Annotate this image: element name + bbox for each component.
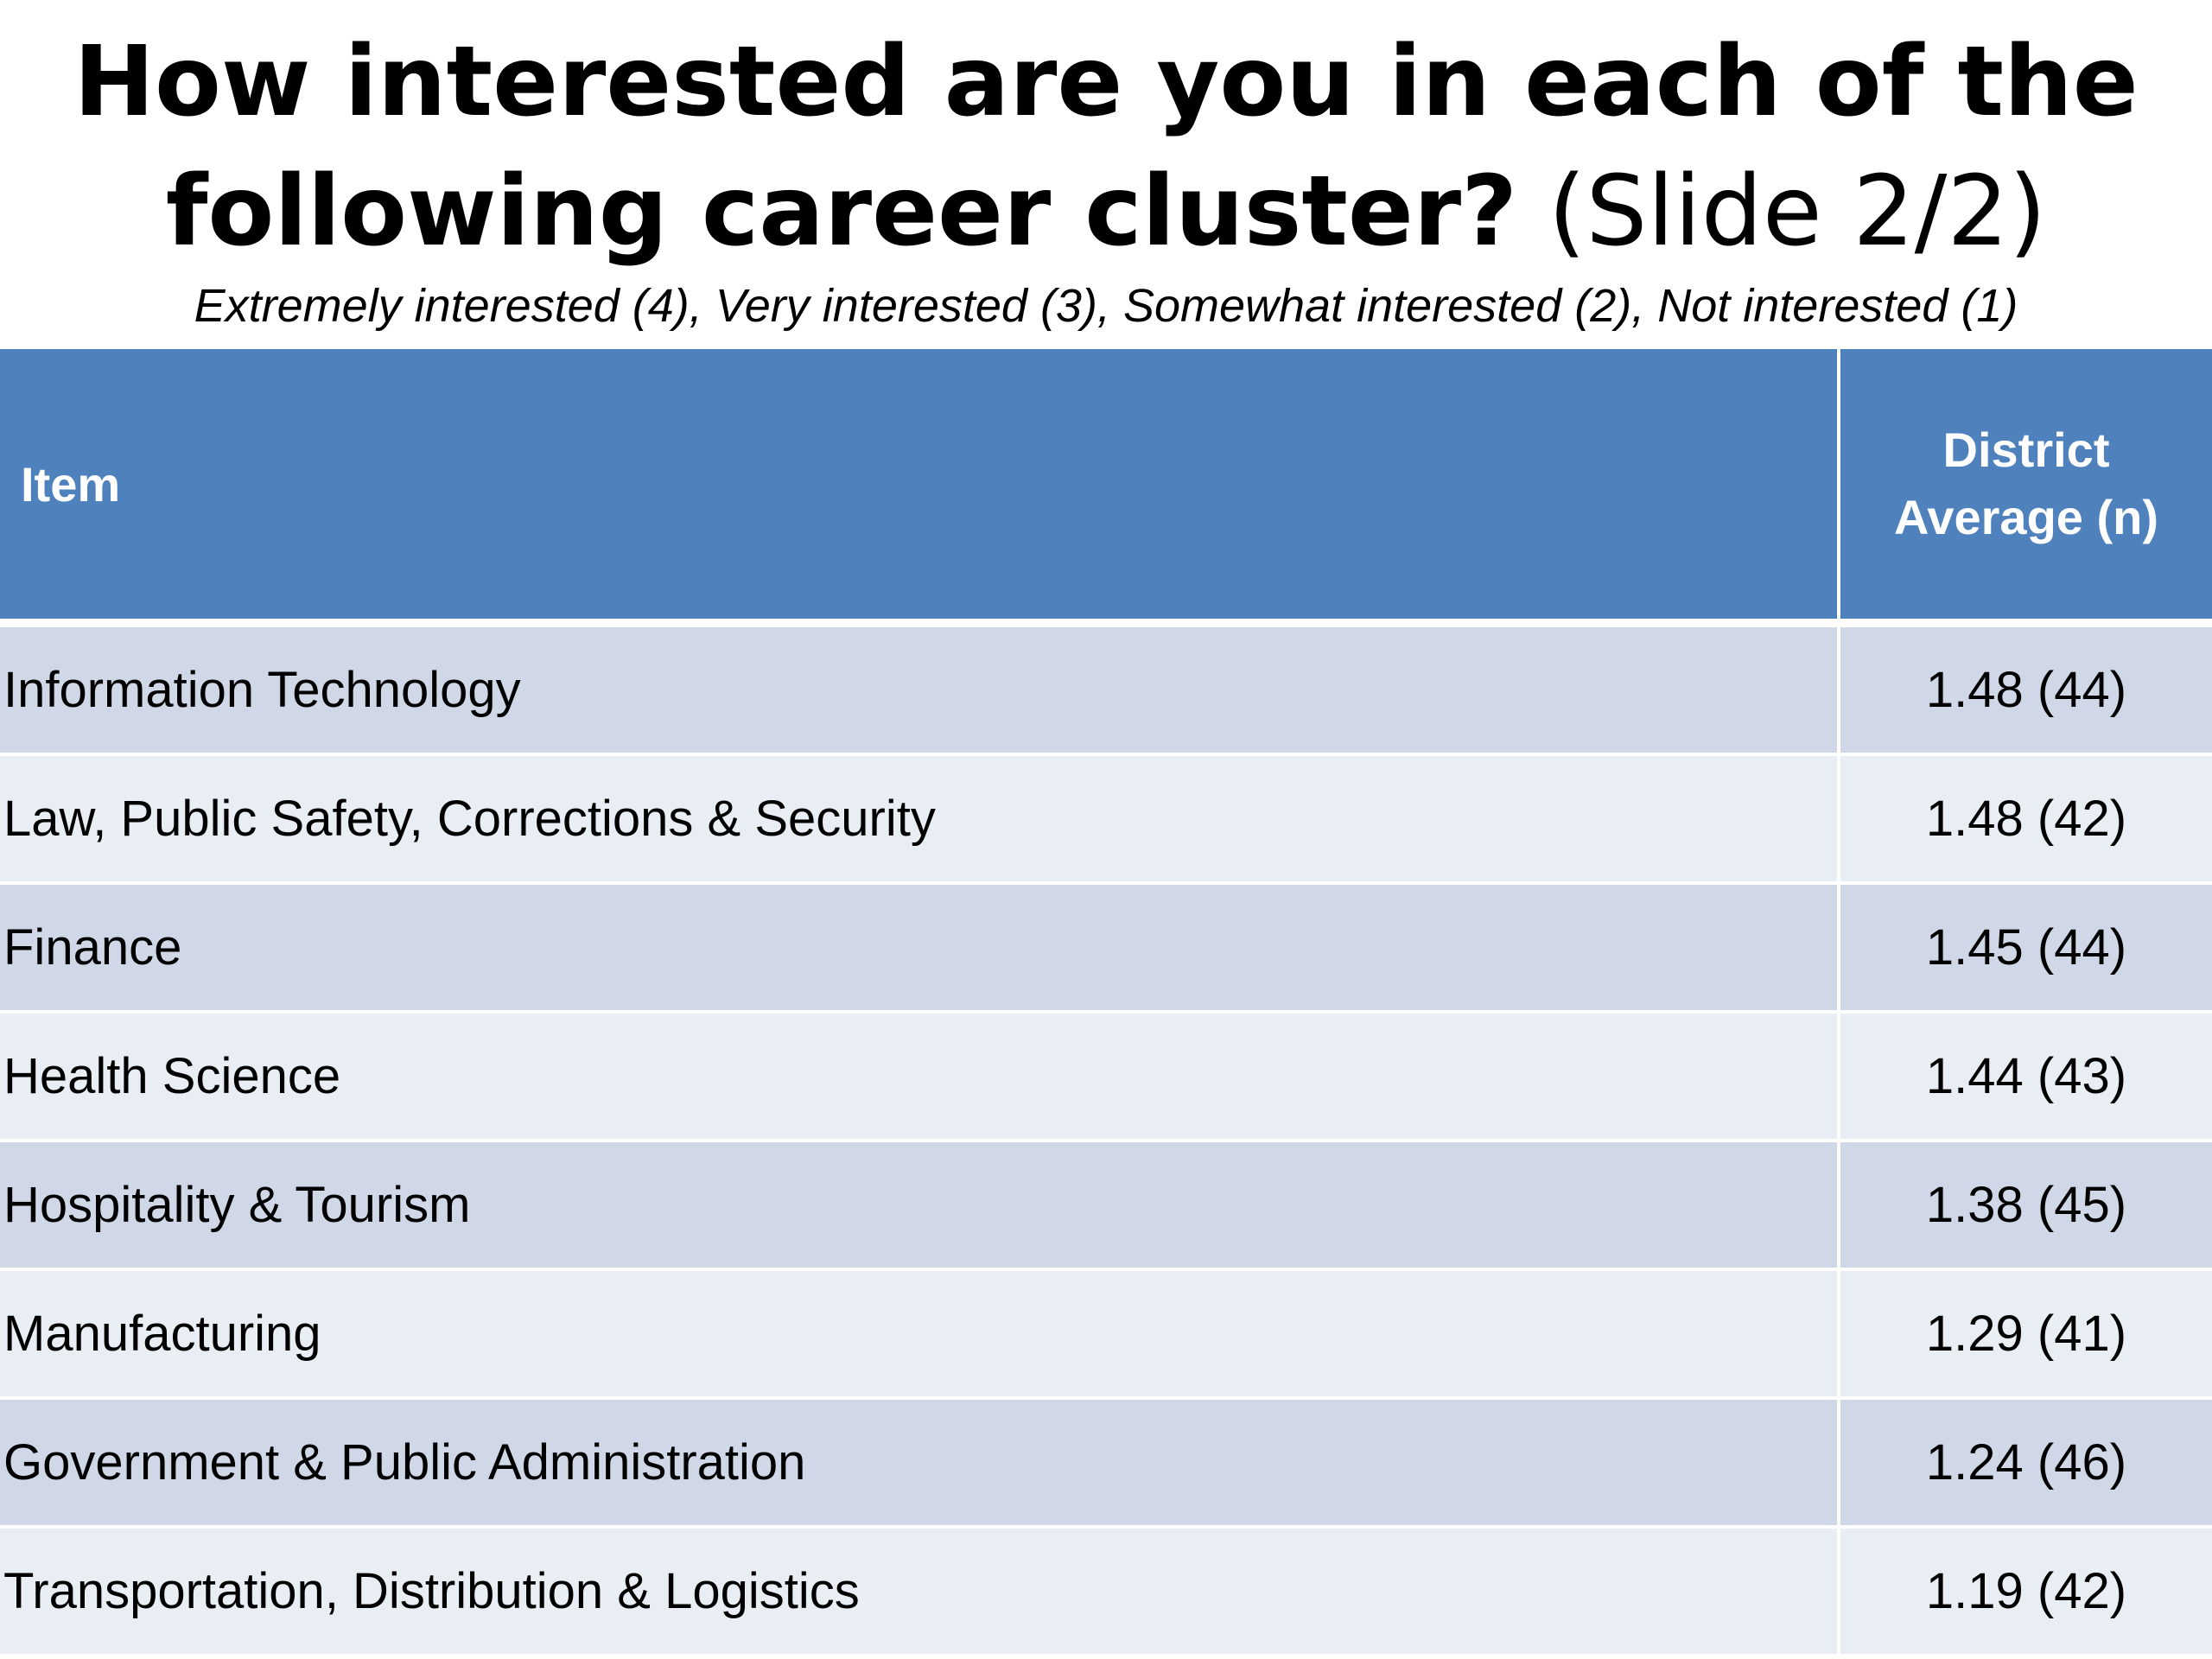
row-item: Hospitality & Tourism — [0, 1142, 1840, 1268]
table-row: Hospitality & Tourism 1.38 (45) — [0, 1142, 2212, 1271]
title-main: How interested are you in each of the fo… — [73, 26, 2139, 268]
row-value: 1.44 (43) — [1925, 1048, 2127, 1104]
row-item: Transportation, Distribution & Logistics — [0, 1529, 1840, 1654]
row-value: 1.19 (42) — [1925, 1563, 2127, 1619]
row-value: 1.38 (45) — [1925, 1177, 2127, 1233]
row-item: Information Technology — [0, 627, 1840, 753]
table-row: Health Science 1.44 (43) — [0, 1014, 2212, 1142]
table-header-row: Item District Average (n) — [0, 349, 2212, 627]
results-table: Item District Average (n) Information Te… — [0, 349, 2212, 1657]
table-row: Law, Public Safety, Corrections & Securi… — [0, 756, 2212, 885]
row-value: 1.48 (44) — [1925, 662, 2127, 718]
row-value: 1.24 (46) — [1925, 1434, 2127, 1491]
row-value: 1.45 (44) — [1925, 919, 2127, 976]
row-item: Manufacturing — [0, 1271, 1840, 1396]
header-item: Item — [0, 349, 1840, 619]
title-suffix: (Slide 2/2) — [1548, 156, 2047, 268]
table-row: Information Technology 1.48 (44) — [0, 627, 2212, 756]
header-district-average: District Average (n) — [1893, 423, 2158, 544]
scale-legend: Extremely interested (4), Very intereste… — [194, 280, 2018, 332]
slide-title: How interested are you in each of the fo… — [0, 17, 2212, 276]
row-value: 1.48 (42) — [1925, 791, 2127, 847]
table-row: Transportation, Distribution & Logistics… — [0, 1529, 2212, 1657]
row-item: Finance — [0, 885, 1840, 1010]
table-row: Manufacturing 1.29 (41) — [0, 1271, 2212, 1400]
row-item: Government & Public Administration — [0, 1400, 1840, 1525]
table-row: Government & Public Administration 1.24 … — [0, 1400, 2212, 1529]
row-item: Health Science — [0, 1014, 1840, 1139]
row-value: 1.29 (41) — [1925, 1306, 2127, 1362]
table-row: Finance 1.45 (44) — [0, 885, 2212, 1014]
row-item: Law, Public Safety, Corrections & Securi… — [0, 756, 1840, 881]
